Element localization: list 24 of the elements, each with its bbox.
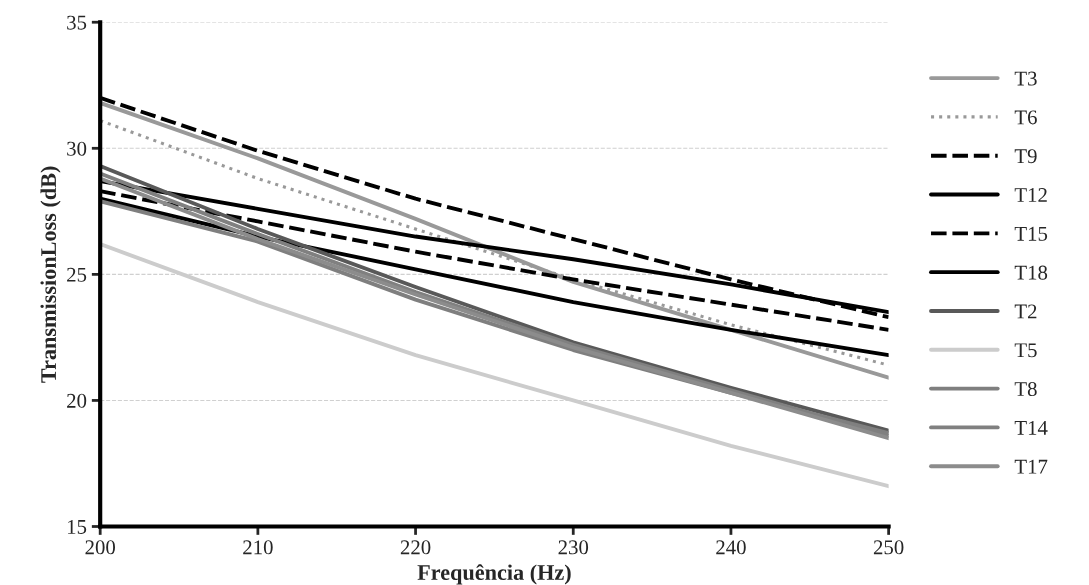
y-tick-label: 35 [67,15,87,30]
legend-label: T14 [1014,420,1048,435]
x-tick-label: 220 [400,540,431,555]
legend-label: T8 [1014,382,1037,397]
y-tick-label: 25 [67,267,87,282]
legend-label: T18 [1014,265,1048,280]
x-axis-title: Frequência (Hz) [417,564,571,585]
legend-label: T17 [1014,459,1048,474]
x-tick-label: 200 [85,540,116,555]
x-tick-label: 230 [558,540,589,555]
legend-label: T12 [1014,188,1047,202]
x-tick-label: 250 [873,540,904,555]
legend-label: T6 [1014,110,1037,125]
legend-label: T9 [1014,149,1037,164]
legend-label: T2 [1014,304,1037,319]
y-tick-label: 15 [67,519,87,534]
legend-label: T15 [1014,226,1048,241]
x-tick-label: 210 [243,540,273,555]
y-tick-label: 30 [67,141,87,156]
legend-label: T3 [1014,71,1037,86]
legend-label: T5 [1014,343,1037,358]
y-tick-label: 20 [67,393,87,408]
y-axis-title: TransmissionLoss (dB) [40,166,61,383]
x-tick-label: 240 [716,540,746,555]
